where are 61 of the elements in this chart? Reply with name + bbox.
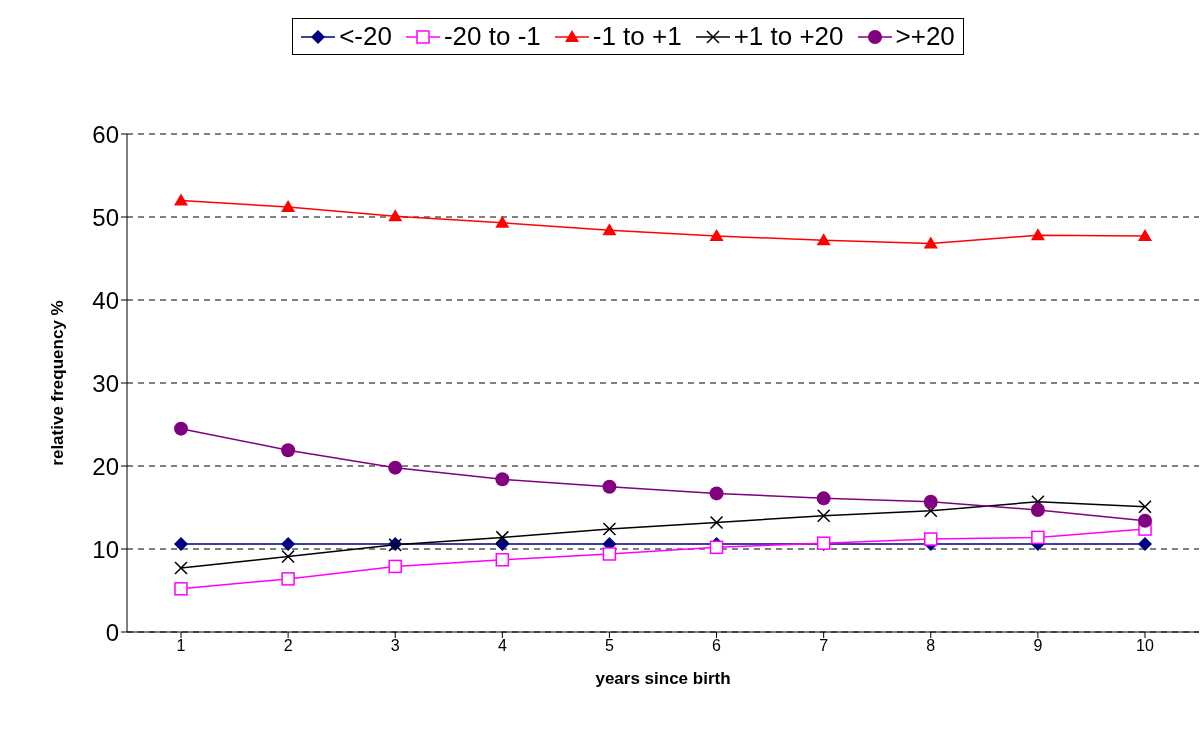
- x-tick-label: 7: [819, 637, 829, 655]
- y-tick-label: 30: [92, 369, 119, 397]
- point: [816, 491, 831, 506]
- point: [602, 522, 617, 536]
- legend-label: -1 to +1: [592, 21, 682, 52]
- point: [709, 515, 724, 530]
- y-tick-label: 10: [92, 535, 119, 563]
- point: [1030, 228, 1045, 241]
- y-axis-title: relative frequency %: [48, 300, 68, 466]
- point: [709, 486, 724, 501]
- point: [174, 193, 188, 206]
- point: [1138, 537, 1152, 552]
- point: [174, 561, 188, 575]
- point: [281, 537, 296, 552]
- point: [602, 479, 617, 494]
- point: [495, 530, 510, 545]
- point: [281, 200, 296, 213]
- point: [924, 532, 938, 546]
- point: [1031, 530, 1045, 545]
- point: [495, 215, 510, 228]
- x-tick-label: 6: [712, 637, 722, 655]
- x-tick-label: 4: [497, 637, 507, 655]
- legend-label: <-20: [339, 21, 392, 52]
- x-tick-label: 9: [1033, 637, 1043, 655]
- legend-label: -20 to -1: [443, 21, 541, 52]
- point: [1138, 499, 1152, 514]
- point: [495, 472, 510, 487]
- y-tick-label: 60: [92, 120, 119, 148]
- x-axis-title: years since birth: [595, 669, 731, 688]
- point: [388, 209, 403, 222]
- point: [495, 553, 510, 567]
- point: [1030, 502, 1045, 517]
- y-tick-label: 40: [92, 286, 119, 314]
- y-tick-label: 0: [105, 618, 119, 646]
- y-tick-label: 20: [92, 452, 119, 480]
- x-tick-label: 10: [1136, 637, 1154, 655]
- point: [388, 460, 403, 475]
- point: [281, 549, 295, 564]
- point: [816, 509, 831, 523]
- point: [281, 443, 296, 458]
- x-tick-label: 8: [926, 637, 936, 655]
- point: [1138, 229, 1152, 242]
- x-tick-label: 1: [176, 637, 186, 655]
- point: [816, 233, 831, 246]
- point: [709, 229, 724, 242]
- point: [602, 223, 617, 236]
- point: [923, 494, 938, 509]
- legend-label: >+20: [895, 21, 955, 52]
- point: [1138, 513, 1152, 528]
- point: [174, 421, 188, 436]
- point: [174, 537, 188, 552]
- point: [281, 572, 295, 586]
- legend-label: +1 to +20: [733, 21, 844, 52]
- point: [924, 504, 938, 518]
- y-tick-label: 50: [92, 203, 119, 231]
- point: [602, 547, 617, 561]
- point: [923, 236, 938, 249]
- x-tick-label: 5: [604, 637, 614, 655]
- x-tick-label: 2: [283, 637, 293, 655]
- x-tick-label: 3: [390, 637, 400, 655]
- point: [388, 559, 402, 574]
